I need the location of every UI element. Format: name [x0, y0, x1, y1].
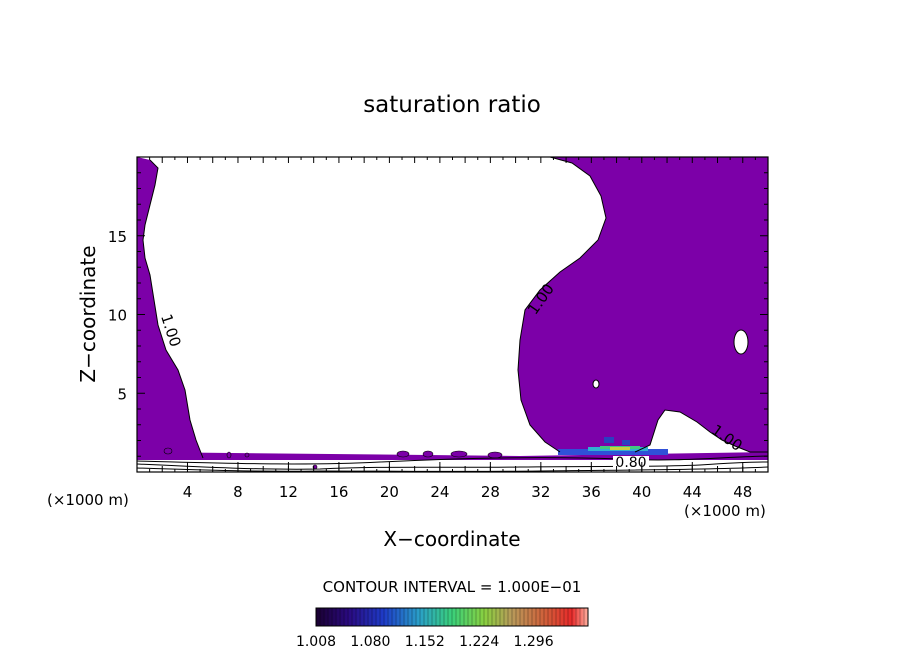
- colorbar: 1.008 1.080 1.152 1.224 1.296: [296, 607, 589, 650]
- x-unit-left: (×1000 m): [47, 491, 129, 509]
- x-tick-label: 36: [582, 483, 601, 501]
- x-tick-label: 40: [632, 483, 651, 501]
- colorbar-stripes: [319, 608, 585, 626]
- saturation-regions: [137, 157, 768, 472]
- x-unit-right: (×1000 m): [684, 502, 766, 520]
- contour-label-bottom: 0.80: [615, 455, 646, 471]
- x-tick-labels: 4 8 12 16 20 24 28 32 36 40 44 48: [183, 483, 753, 501]
- region-outlines: [142, 157, 768, 459]
- x-tick-label: 28: [481, 483, 500, 501]
- x-tick-label: 12: [279, 483, 298, 501]
- y-axis-label: Z−coordinate: [76, 245, 100, 382]
- right-region: [518, 157, 768, 452]
- high-ratio-cells: [558, 437, 668, 455]
- colorbar-tick-label: 1.008: [296, 634, 336, 650]
- x-tick-label: 8: [233, 483, 243, 501]
- y-tick-label: 10: [108, 307, 127, 325]
- colorbar-tick-label: 1.152: [405, 634, 445, 650]
- y-tick-label: 5: [117, 385, 127, 403]
- colorbar-tick-label: 1.224: [459, 634, 499, 650]
- hole-ellipse: [733, 329, 749, 355]
- y-tick-labels: 5 10 15: [108, 228, 127, 404]
- colorbar-tick-label: 1.080: [350, 634, 390, 650]
- left-region: [137, 157, 203, 458]
- chart-title: saturation ratio: [363, 92, 541, 118]
- x-axis-label: X−coordinate: [383, 527, 520, 551]
- axis-ticks: [137, 157, 768, 472]
- surface-blobs: [163, 447, 503, 470]
- hole-small: [592, 379, 600, 389]
- x-tick-label: 24: [430, 483, 449, 501]
- contour-interval-text: CONTOUR INTERVAL = 1.000E−01: [323, 578, 582, 596]
- x-tick-label: 16: [329, 483, 348, 501]
- colorbar-tick-label: 1.296: [514, 634, 554, 650]
- x-tick-label: 44: [683, 483, 702, 501]
- x-tick-label: 32: [531, 483, 550, 501]
- x-tick-label: 20: [380, 483, 399, 501]
- x-tick-label: 48: [733, 483, 752, 501]
- colorbar-tick-labels: 1.008 1.080 1.152 1.224 1.296: [296, 634, 554, 650]
- y-tick-label: 15: [108, 228, 127, 246]
- x-tick-label: 4: [183, 483, 193, 501]
- colorbar-frame: [315, 607, 589, 627]
